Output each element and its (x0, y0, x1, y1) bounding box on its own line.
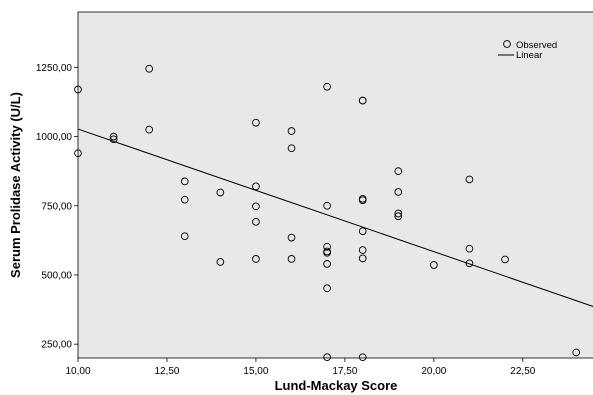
data-point (252, 255, 260, 263)
y-axis: 250,00 500,00 750,00 1000,00 1250,00 (36, 63, 78, 351)
legend-observed-label: Observed (516, 40, 557, 51)
data-point (394, 212, 403, 221)
data-point (358, 196, 367, 205)
x-tick-label: 12,50 (154, 366, 179, 377)
data-point (501, 255, 509, 264)
y-tick-label: 750,00 (41, 201, 72, 212)
data-point (358, 254, 367, 263)
data-point (572, 348, 581, 357)
data-point (287, 127, 296, 135)
data-point (394, 209, 403, 218)
data-point (109, 132, 118, 141)
data-point (216, 258, 225, 266)
data-point (323, 353, 331, 362)
data-point (465, 244, 474, 253)
data-point (465, 175, 474, 184)
x-tick-label: 17,50 (332, 366, 357, 377)
y-tick-label: 250,00 (41, 340, 72, 351)
y-tick-label: 1000,00 (36, 132, 73, 143)
observed-points-layer (74, 64, 581, 362)
data-point (358, 246, 367, 254)
x-tick-label: 22,50 (510, 366, 535, 377)
data-point (323, 82, 331, 91)
data-point (287, 144, 296, 153)
data-point (394, 167, 403, 176)
data-point (323, 260, 331, 268)
data-point (287, 255, 296, 263)
data-point (145, 64, 154, 73)
data-point (252, 217, 260, 226)
data-point (430, 261, 438, 269)
data-point (358, 96, 367, 105)
regression-line-layer (77, 128, 593, 307)
x-tick-label: 20,00 (421, 366, 446, 377)
data-point (252, 182, 260, 191)
data-point (252, 202, 260, 211)
data-point (287, 233, 296, 242)
y-axis-title: Serum Prolidase Activity (U/L) (8, 92, 23, 278)
legend-linear-label: Linear (516, 50, 542, 61)
legend-observed-marker (503, 40, 511, 48)
x-tick-label: 10,00 (65, 366, 90, 377)
x-axis: 10,00 12,50 15,00 17,50 20,00 22,50 (65, 358, 536, 377)
x-axis-title: Lund-Mackay Score (275, 378, 398, 393)
x-tick-label: 15,00 (243, 366, 268, 377)
data-point (465, 259, 474, 268)
data-point (180, 177, 189, 186)
regression-line (77, 128, 593, 307)
data-point (109, 135, 118, 144)
data-point (323, 248, 331, 257)
data-point (323, 201, 331, 210)
data-point (145, 125, 154, 134)
data-point (394, 188, 403, 196)
data-point (180, 232, 189, 241)
y-tick-label: 500,00 (41, 270, 72, 281)
plot-area (77, 11, 593, 359)
data-point (180, 195, 189, 204)
data-point (74, 85, 82, 94)
data-point (323, 284, 331, 293)
data-point (358, 227, 367, 236)
data-point (74, 149, 82, 158)
data-point (358, 353, 367, 362)
data-point (216, 188, 225, 197)
legend: Observed Linear (498, 40, 557, 61)
data-point (323, 242, 331, 251)
data-point (252, 118, 260, 127)
y-tick-label: 1250,00 (36, 63, 73, 74)
